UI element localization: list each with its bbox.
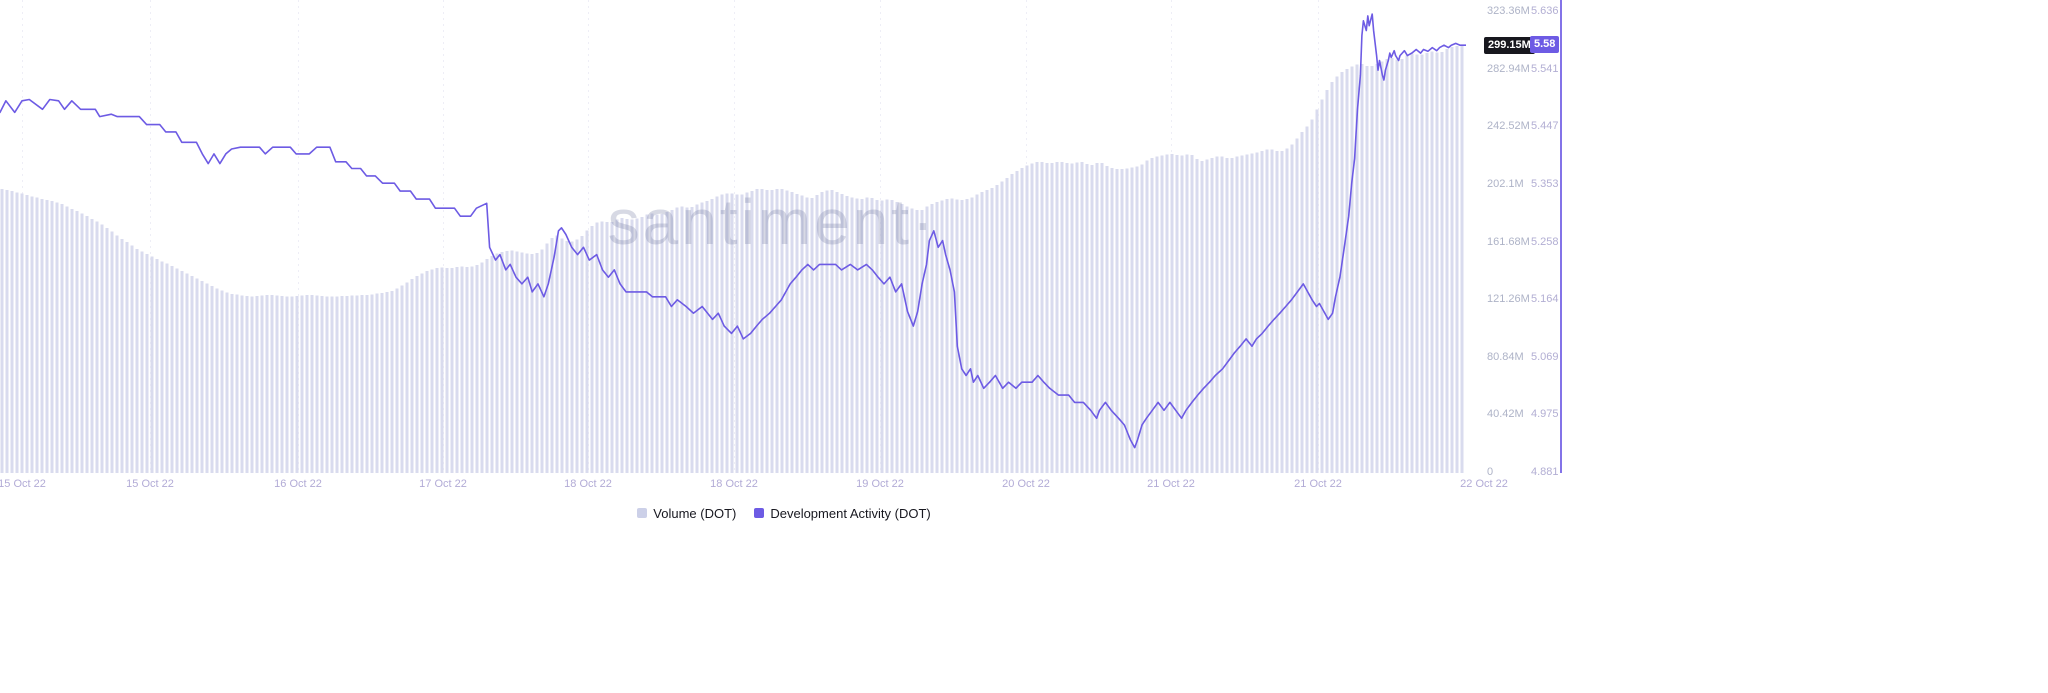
x-tick-label: 17 Oct 22 — [419, 478, 467, 490]
x-axis: 15 Oct 22 15 Oct 22 16 Oct 22 17 Oct 22 18 O… — [0, 478, 1568, 492]
legend-item-volume[interactable]: Volume (DOT) — [637, 506, 736, 521]
dev-tick-label: 5.258 — [1531, 235, 1559, 248]
x-tick-label: 21 Oct 22 — [1294, 478, 1342, 490]
volume-tick-label: 202.1M — [1487, 177, 1524, 190]
volume-tick-label: 40.42M — [1487, 408, 1524, 421]
dev-tick-label: 5.447 — [1531, 120, 1559, 133]
volume-tick-label: 323.36M — [1487, 5, 1530, 17]
legend-swatch-icon — [754, 508, 765, 518]
volume-tick-label: 121.26M — [1487, 293, 1530, 306]
x-tick-label: 15 Oct 22 — [126, 478, 174, 490]
dev-tick-label: 5.353 — [1531, 177, 1559, 190]
x-tick-label: 21 Oct 22 — [1147, 478, 1195, 490]
chart-canvas — [0, 0, 1466, 473]
legend-swatch-icon — [637, 508, 648, 518]
volume-tick-label: 80.84M — [1487, 350, 1524, 363]
dev-tick-label: 5.069 — [1531, 350, 1559, 363]
volume-y-axis: 323.36M 282.94M 242.52M 202.1M 161.68M 121.26… — [1487, 0, 1533, 478]
legend-label: Volume (DOT) — [653, 505, 737, 521]
x-tick-label: 16 Oct 22 — [274, 478, 322, 490]
dev-tick-label: 4.881 — [1531, 466, 1559, 478]
volume-current-value-badge: 299.15M — [1484, 37, 1535, 54]
legend: Volume (DOT) Development Activity (DOT) — [0, 503, 1568, 523]
legend-label: Development Activity (DOT) — [770, 505, 931, 521]
legend-item-dev-activity[interactable]: Development Activity (DOT) — [754, 505, 931, 521]
x-tick-label: 18 Oct 22 — [564, 478, 612, 490]
dev-axis-line — [1560, 0, 1562, 473]
volume-tick-label: 242.52M — [1487, 120, 1530, 133]
dev-tick-label: 5.164 — [1531, 293, 1559, 306]
dev-tick-label: 4.975 — [1531, 408, 1559, 421]
dev-current-value-badge: 5.58 — [1530, 36, 1560, 53]
volume-tick-label: 0 — [1487, 466, 1494, 478]
x-tick-label: 20 Oct 22 — [1002, 478, 1050, 490]
dev-tick-label: 5.541 — [1531, 62, 1559, 75]
x-tick-label: 19 Oct 22 — [856, 478, 904, 490]
x-tick-label: 15 Oct 22 — [0, 478, 46, 490]
volume-tick-label: 282.94M — [1487, 62, 1530, 75]
dev-activity-y-axis: 5.636 5.541 5.447 5.353 5.258 5.164 5.069 4.975… — [1531, 0, 1561, 478]
volume-tick-label: 161.68M — [1487, 235, 1530, 248]
x-tick-label: 22 Oct 22 — [1460, 478, 1508, 490]
x-tick-label: 18 Oct 22 — [710, 478, 758, 490]
plot-area[interactable]: santiment· — [0, 0, 1466, 473]
dev-tick-label: 5.636 — [1531, 5, 1559, 17]
